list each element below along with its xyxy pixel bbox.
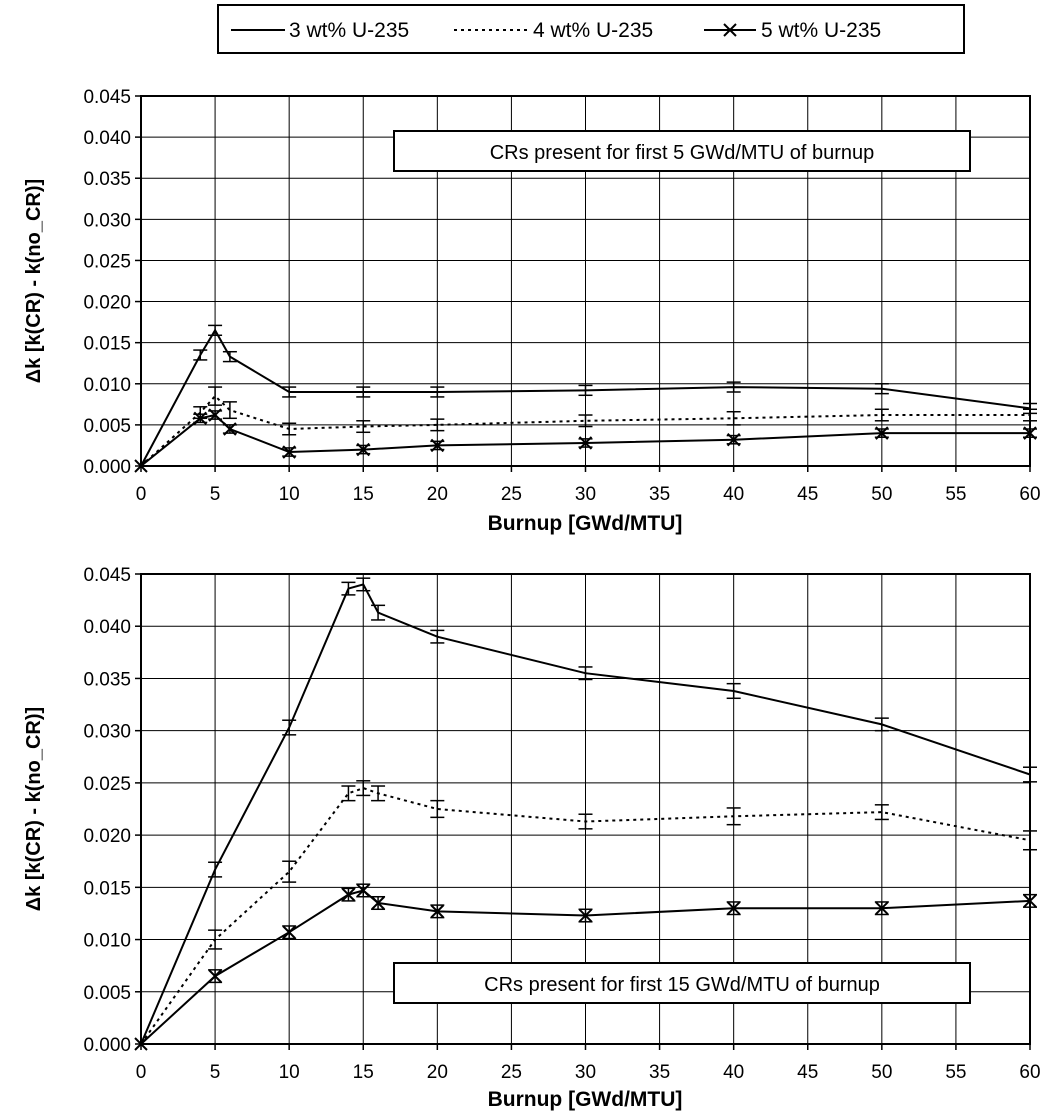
legend: 3 wt% U-235 4 wt% U-235 5 wt% U-235 [217,4,965,54]
point-marker [578,908,593,923]
legend-label-5wt: 5 wt% U-235 [761,19,881,42]
x-tick-label: 25 [501,1062,522,1083]
y-tick-label: 0.020 [83,826,131,847]
x-tick-label: 60 [1019,1062,1040,1083]
chart-bottom-x-axis-label: Burnup [GWd/MTU] [488,1088,683,1111]
chart-top-x-axis-label: Burnup [GWd/MTU] [488,512,683,535]
x-tick-label: 30 [575,1062,596,1083]
point-marker [578,436,593,450]
chart-bottom-x-ticks: 0 5 10 15 20 25 30 35 40 45 50 55 60 [136,1044,1041,1083]
x-tick-label: 60 [1019,484,1040,505]
y-tick-label: 0.005 [83,983,131,1004]
point-marker [430,904,445,919]
y-tick-label: 0.015 [83,878,131,899]
chart-bottom-y-axis-label: Δk [k(CR) - k(no_CR)] [23,707,45,911]
chart-bottom-grid [140,573,1031,1045]
y-tick-label: 0.030 [83,210,131,231]
x-tick-label: 50 [871,484,892,505]
y-tick-label: 0.040 [83,128,131,149]
x-tick-label: 10 [279,484,300,505]
point-marker [208,408,222,422]
y-tick-label: 0.000 [83,457,131,478]
point-marker [371,896,385,910]
chart-bottom-y-ticks: 0.000 0.005 0.010 0.015 0.020 0.025 0.030 0.035… [83,565,141,1056]
point-marker [726,901,741,915]
x-tick-label: 0 [136,484,147,505]
point-marker [208,969,222,983]
x-tick-label: 5 [210,1062,221,1083]
y-tick-label: 0.035 [83,669,131,690]
chart-bottom-annotation: CRs present for first 15 GWd/MTU of burn… [484,974,880,996]
x-tick-label: 15 [353,484,374,505]
chart-top: 0.000 0.005 0.010 0.015 0.020 0.025 0.030 0.035… [23,87,1041,535]
x-tick-label: 0 [136,1062,147,1083]
y-tick-label: 0.020 [83,293,131,314]
point-marker [875,901,889,915]
x-tick-label: 40 [723,484,744,505]
y-tick-label: 0.045 [83,87,131,108]
point-marker [875,426,889,440]
point-marker [430,438,445,453]
legend-label-4wt: 4 wt% U-235 [533,19,653,42]
y-tick-label: 0.035 [83,169,131,190]
y-tick-label: 0.000 [83,1035,131,1056]
legend-label-3wt: 3 wt% U-235 [289,19,409,42]
point-marker [341,887,356,902]
point-marker [193,411,207,426]
y-tick-label: 0.040 [83,617,131,638]
chart-top-y-ticks: 0.000 0.005 0.010 0.015 0.020 0.025 0.030 0.035… [83,87,141,478]
x-tick-label: 40 [723,1062,744,1083]
y-tick-label: 0.005 [83,416,131,437]
y-tick-label: 0.015 [83,334,131,355]
x-tick-label: 50 [871,1062,892,1083]
x-tick-label: 45 [797,1062,818,1083]
point-marker [223,422,237,436]
chart-top-x-ticks: 0 5 10 15 20 25 30 35 40 45 50 55 60 [136,466,1041,505]
x-tick-label: 55 [945,484,966,505]
y-tick-label: 0.025 [83,774,131,795]
x-tick-label: 35 [649,1062,670,1083]
chart-top-annotation-box [393,130,971,172]
y-tick-label: 0.025 [83,251,131,272]
point-marker [356,883,370,898]
y-tick-label: 0.045 [83,565,131,586]
y-tick-label: 0.010 [83,931,131,952]
x-tick-label: 35 [649,484,670,505]
point-marker [356,442,370,457]
y-tick-label: 0.030 [83,722,131,743]
x-tick-label: 5 [210,484,221,505]
x-tick-label: 55 [945,1062,966,1083]
x-tick-label: 20 [427,484,448,505]
x-tick-label: 20 [427,1062,448,1083]
point-marker [282,445,296,459]
chart-top-y-axis-label: Δk [k(CR) - k(no_CR)] [23,179,45,383]
chart-top-series [134,324,1037,473]
legend-marker-5wt [723,23,737,37]
chart-top-annotation: CRs present for first 5 GWd/MTU of burnu… [490,142,875,164]
chart-bottom: 0.000 0.005 0.010 0.015 0.020 0.025 0.030 0.035… [23,565,1041,1111]
point-marker [282,925,296,939]
x-tick-label: 15 [353,1062,374,1083]
legend-frame [217,4,965,54]
x-tick-label: 25 [501,484,522,505]
y-tick-label: 0.010 [83,375,131,396]
chart-bottom-annotation-box [393,962,971,1004]
x-tick-label: 45 [797,484,818,505]
point-marker [726,432,741,447]
x-tick-label: 30 [575,484,596,505]
x-tick-label: 10 [279,1062,300,1083]
